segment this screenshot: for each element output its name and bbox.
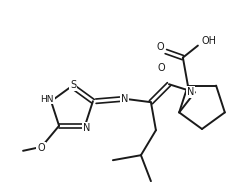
Text: HN: HN <box>40 95 54 104</box>
Text: O: O <box>156 41 164 52</box>
Text: N: N <box>121 94 129 104</box>
Text: N: N <box>187 87 195 97</box>
Text: S: S <box>70 80 76 90</box>
Text: O: O <box>37 143 45 153</box>
Text: O: O <box>157 63 165 73</box>
Text: N: N <box>83 123 91 133</box>
Text: OH: OH <box>201 36 216 46</box>
